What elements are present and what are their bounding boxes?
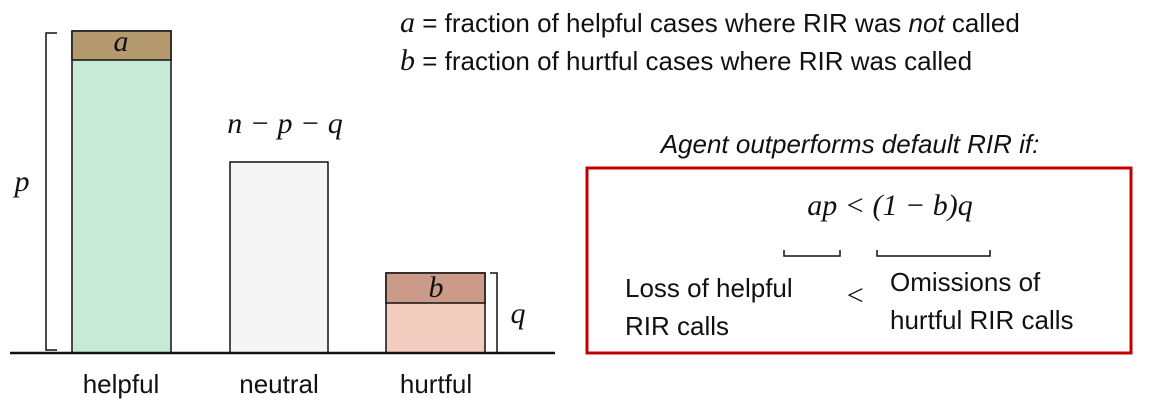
hurtful-segment — [385, 272, 486, 304]
bracket-label: p — [13, 165, 30, 198]
emphasis: not — [909, 8, 947, 38]
bracket — [45, 32, 57, 351]
note: hurtful RIR calls — [890, 305, 1074, 335]
definition-text: = fraction of hurtful cases where RIR wa… — [415, 46, 972, 76]
bar-label: neutral — [239, 369, 319, 399]
bracket-label: q — [511, 297, 526, 330]
definition-text: = fraction of helpful cases where RIR wa… — [415, 8, 909, 38]
definition-text: called — [945, 8, 1020, 38]
relation: < — [845, 279, 865, 312]
formula: ap < (1 − b)q — [807, 189, 972, 222]
segment-label: a — [114, 25, 129, 58]
symbol: a — [400, 6, 415, 39]
underbrace — [876, 250, 991, 257]
bar-label: helpful — [83, 369, 160, 399]
condition-title: Agent outperforms default RIR if: — [659, 129, 1040, 159]
bar-label: hurtful — [400, 369, 472, 399]
underbrace — [783, 250, 841, 257]
note: Omissions of — [890, 267, 1041, 297]
note: Loss of helpful — [625, 273, 793, 303]
condition-box — [585, 166, 1133, 355]
note: RIR calls — [625, 311, 729, 341]
definition: b = fraction of hurtful cases where RIR … — [400, 44, 972, 77]
helpful-bar — [71, 30, 172, 354]
bracket — [490, 272, 498, 354]
symbol: b — [400, 44, 415, 77]
segment-label: n − p − q — [227, 107, 343, 140]
helpful-segment — [71, 30, 172, 61]
definition: a = fraction of helpful cases where RIR … — [400, 6, 1020, 39]
neutral-bar — [229, 161, 329, 354]
segment-label: b — [429, 271, 444, 304]
